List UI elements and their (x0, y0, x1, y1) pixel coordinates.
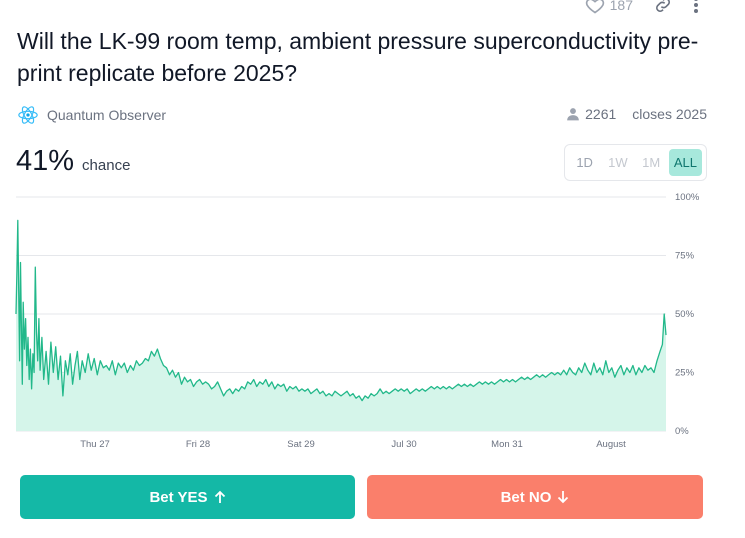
x-tick-label: Sat 29 (287, 439, 314, 450)
user-icon (567, 108, 579, 121)
x-tick-label: Thu 27 (80, 439, 110, 450)
close-date: closes 2025 (632, 106, 707, 122)
x-axis-ticks: Thu 27 Fri 28 Sat 29 Jul 30 Mon 31 August (80, 439, 626, 450)
range-1m[interactable]: 1M (642, 155, 661, 170)
like-count: 187 (609, 0, 633, 13)
y-axis-ticks: 100% 75% 50% 25% 0% (675, 192, 700, 437)
y-tick-label: 75% (675, 251, 695, 262)
link-icon (656, 0, 670, 12)
market-title: Will the LK-99 room temp, ambient pressu… (17, 28, 699, 86)
creator-name: Quantum Observer (47, 107, 167, 123)
range-1w[interactable]: 1W (608, 155, 628, 170)
creator-link[interactable]: Quantum Observer (17, 104, 166, 126)
market-meta: 2261 closes 2025 (566, 106, 707, 122)
x-tick-label: Mon 31 (491, 439, 523, 450)
y-tick-label: 25% (675, 368, 695, 379)
y-tick-label: 0% (675, 426, 689, 437)
bet-no-button[interactable]: Bet NO (367, 475, 703, 519)
range-all[interactable]: ALL (668, 149, 703, 176)
more-options-button[interactable] (693, 0, 699, 14)
probability-value: 41% (16, 145, 75, 177)
x-tick-label: Jul 30 (391, 439, 416, 450)
probability-label: chance (82, 157, 131, 174)
probability-chart[interactable]: 100% 75% 50% 25% 0% Thu 27 Fri 28 Sat 29 Jul 30… (0, 185, 745, 455)
bet-yes-label: Bet YES (149, 488, 208, 506)
traders-value: 2261 (585, 106, 617, 122)
more-vertical-icon (694, 0, 698, 13)
share-link-button[interactable] (653, 0, 673, 15)
y-tick-label: 100% (675, 192, 700, 203)
y-tick-label: 50% (675, 309, 695, 320)
time-range-selector: 1D 1W 1M ALL (564, 144, 707, 181)
atom-icon (18, 106, 38, 124)
bet-yes-button[interactable]: Bet YES (20, 475, 355, 519)
probability-area (16, 220, 666, 431)
like-button[interactable]: 187 (584, 0, 633, 15)
probability-display: 41% chance (16, 145, 130, 178)
heart-icon (585, 0, 604, 14)
range-1d[interactable]: 1D (576, 155, 593, 170)
arrow-down-icon (558, 491, 569, 504)
traders-count: 2261 (566, 106, 616, 122)
market-actions-bar: 187 (584, 0, 699, 16)
x-tick-label: August (596, 439, 626, 450)
probability-line (15, 219, 667, 402)
arrow-up-icon (214, 490, 225, 503)
bet-no-label: Bet NO (500, 488, 552, 506)
x-tick-label: Fri 28 (186, 439, 210, 450)
